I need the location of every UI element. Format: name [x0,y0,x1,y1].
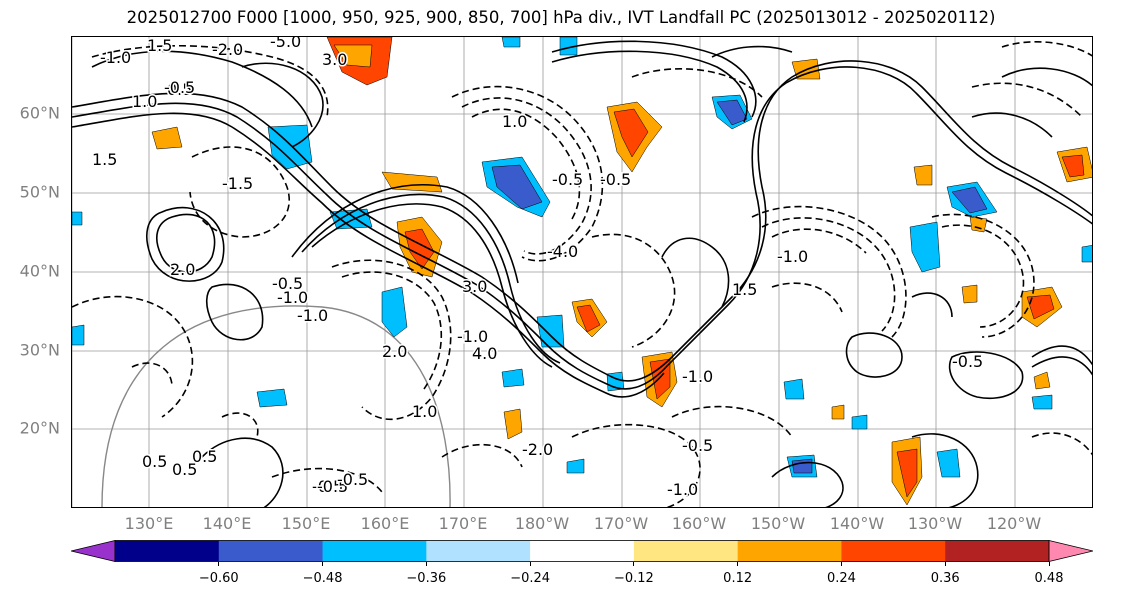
colorbar-tick-mark [944,562,946,566]
colorbar-segment [115,540,220,562]
contour-label: -0.5 [272,274,303,293]
contour-label: 2.0 [170,260,195,279]
colorbar-tick-label: 0.48 [1034,571,1064,586]
contour-label: -1.0 [682,367,713,386]
lat-label-20n: 20°N [19,418,60,438]
lon-label-140w: 140°W [829,514,885,533]
colorbar-outline [114,540,1050,562]
contour-label: -0.5 [164,78,195,97]
colorbar-tick-mark [425,562,427,566]
contour-label: 2.0 [382,342,407,361]
colorbar-segment [737,540,843,562]
contour-label: -0.5 [552,170,583,189]
colorbar-segment [322,540,427,562]
lon-label-150w: 150°W [750,514,806,533]
colorbar-tick-label: −0.24 [510,571,551,586]
colorbar-tick-mark [633,562,635,566]
lon-label-130w: 130°W [907,514,963,533]
contour-label: -1.0 [277,288,308,307]
colorbar-tick-mark [529,562,531,566]
contour-label: 1.5 [732,280,757,299]
contour-label: 0.5 [167,80,192,99]
lat-label-30n: 30°N [19,340,60,360]
contour-label: -1.5 [222,174,253,193]
lon-label-170w: 170°W [593,514,649,533]
divergence-shading [72,37,1092,506]
colorbar-segment [841,540,946,562]
contour-label: -0.5 [312,477,343,496]
contour-label: -0.5 [682,436,713,455]
contour-labels: -1.0 1.5 -2.0 -5.0 0.5 3.0 1.0 -0.5 1.5 -1.5 2.0 -0… [91,37,985,501]
colorbar-tick-label: −0.12 [613,571,654,586]
lon-label-160e: 160°E [360,514,410,533]
colorbar-tick-mark [322,562,324,566]
colorbar-tick-label: 0.24 [826,571,856,586]
map-panel: -1.0 1.5 -2.0 -5.0 0.5 3.0 1.0 -0.5 1.5 -1.5 2.0 -0… [71,36,1093,508]
lat-label-50n: 50°N [19,182,60,202]
colorbar-tick-label: −0.60 [198,571,239,586]
contour-label: -0.5 [337,470,368,489]
contour-label: -1.0 [100,48,131,67]
lat-label-60n: 60°N [19,103,60,123]
contour-label: 1.5 [92,150,117,169]
lon-label-150e: 150°E [281,514,331,533]
lon-label-170e: 170°E [438,514,488,533]
contour-label: -1.0 [777,247,808,266]
colorbar-tick-label: 0.36 [930,571,960,586]
map-graphic: -1.0 1.5 -2.0 -5.0 0.5 3.0 1.0 -0.5 1.5 -1.5 2.0 -0… [72,37,1092,507]
contour-label: -1.0 [297,306,328,325]
contour-label: 0.5 [172,460,197,479]
colorbar-extend-low [71,540,116,562]
contour-label: -0.5 [600,170,631,189]
colorbar-segment [426,540,531,562]
colorbar-extend-high [1048,540,1093,562]
dashed-contours [72,41,1092,507]
colorbar-segments [71,540,1093,562]
lon-label-120w: 120°W [986,514,1042,533]
graticule [72,37,1092,507]
colorbar-segment [218,540,324,562]
solid-contours [72,40,1092,507]
contour-label: 1.5 [147,37,172,55]
colorbar-tick-mark [218,562,220,566]
colorbar-tick-mark [737,562,739,566]
contour-label: 4.0 [472,344,497,363]
contour-label: -2.0 [522,440,553,459]
colorbar-segment [633,540,739,562]
lat-label-40n: 40°N [19,261,60,281]
lon-label-180w: 180°W [514,514,570,533]
contour-label: 3.0 [462,277,487,296]
contour-label: 1.0 [502,112,527,131]
contour-label: -1.0 [457,327,488,346]
colorbar-tick-mark [1048,562,1050,566]
colorbar-tick-label: 0.12 [723,571,753,586]
lon-label-160w: 160°W [671,514,727,533]
contour-label: 1.0 [412,402,437,421]
lon-label-130e: 130°E [124,514,174,533]
contour-label: -1.0 [667,480,698,499]
contour-label: -4.0 [547,242,578,261]
contour-label: -0.5 [952,352,983,371]
contour-label: 3.0 [322,50,347,69]
figure-title: 2025012700 F000 [1000, 950, 925, 900, 85… [126,8,996,27]
contour-label: -5.0 [270,37,301,51]
contour-label: -0.5 [317,477,348,496]
colorbar-tick-label: −0.48 [302,571,343,586]
colorbar-segment [530,540,635,562]
contour-label: 0.5 [192,447,217,466]
contour-label: -2.0 [212,40,243,59]
colorbar-tick-label: −0.36 [406,571,447,586]
colorbar [71,540,1093,562]
landfall-region-arc [101,305,451,507]
colorbar-segment [945,540,1050,562]
contour-label: 1.0 [132,92,157,111]
lon-label-140e: 140°E [202,514,252,533]
contour-label: 0.5 [142,452,167,471]
colorbar-tick-mark [840,562,842,566]
